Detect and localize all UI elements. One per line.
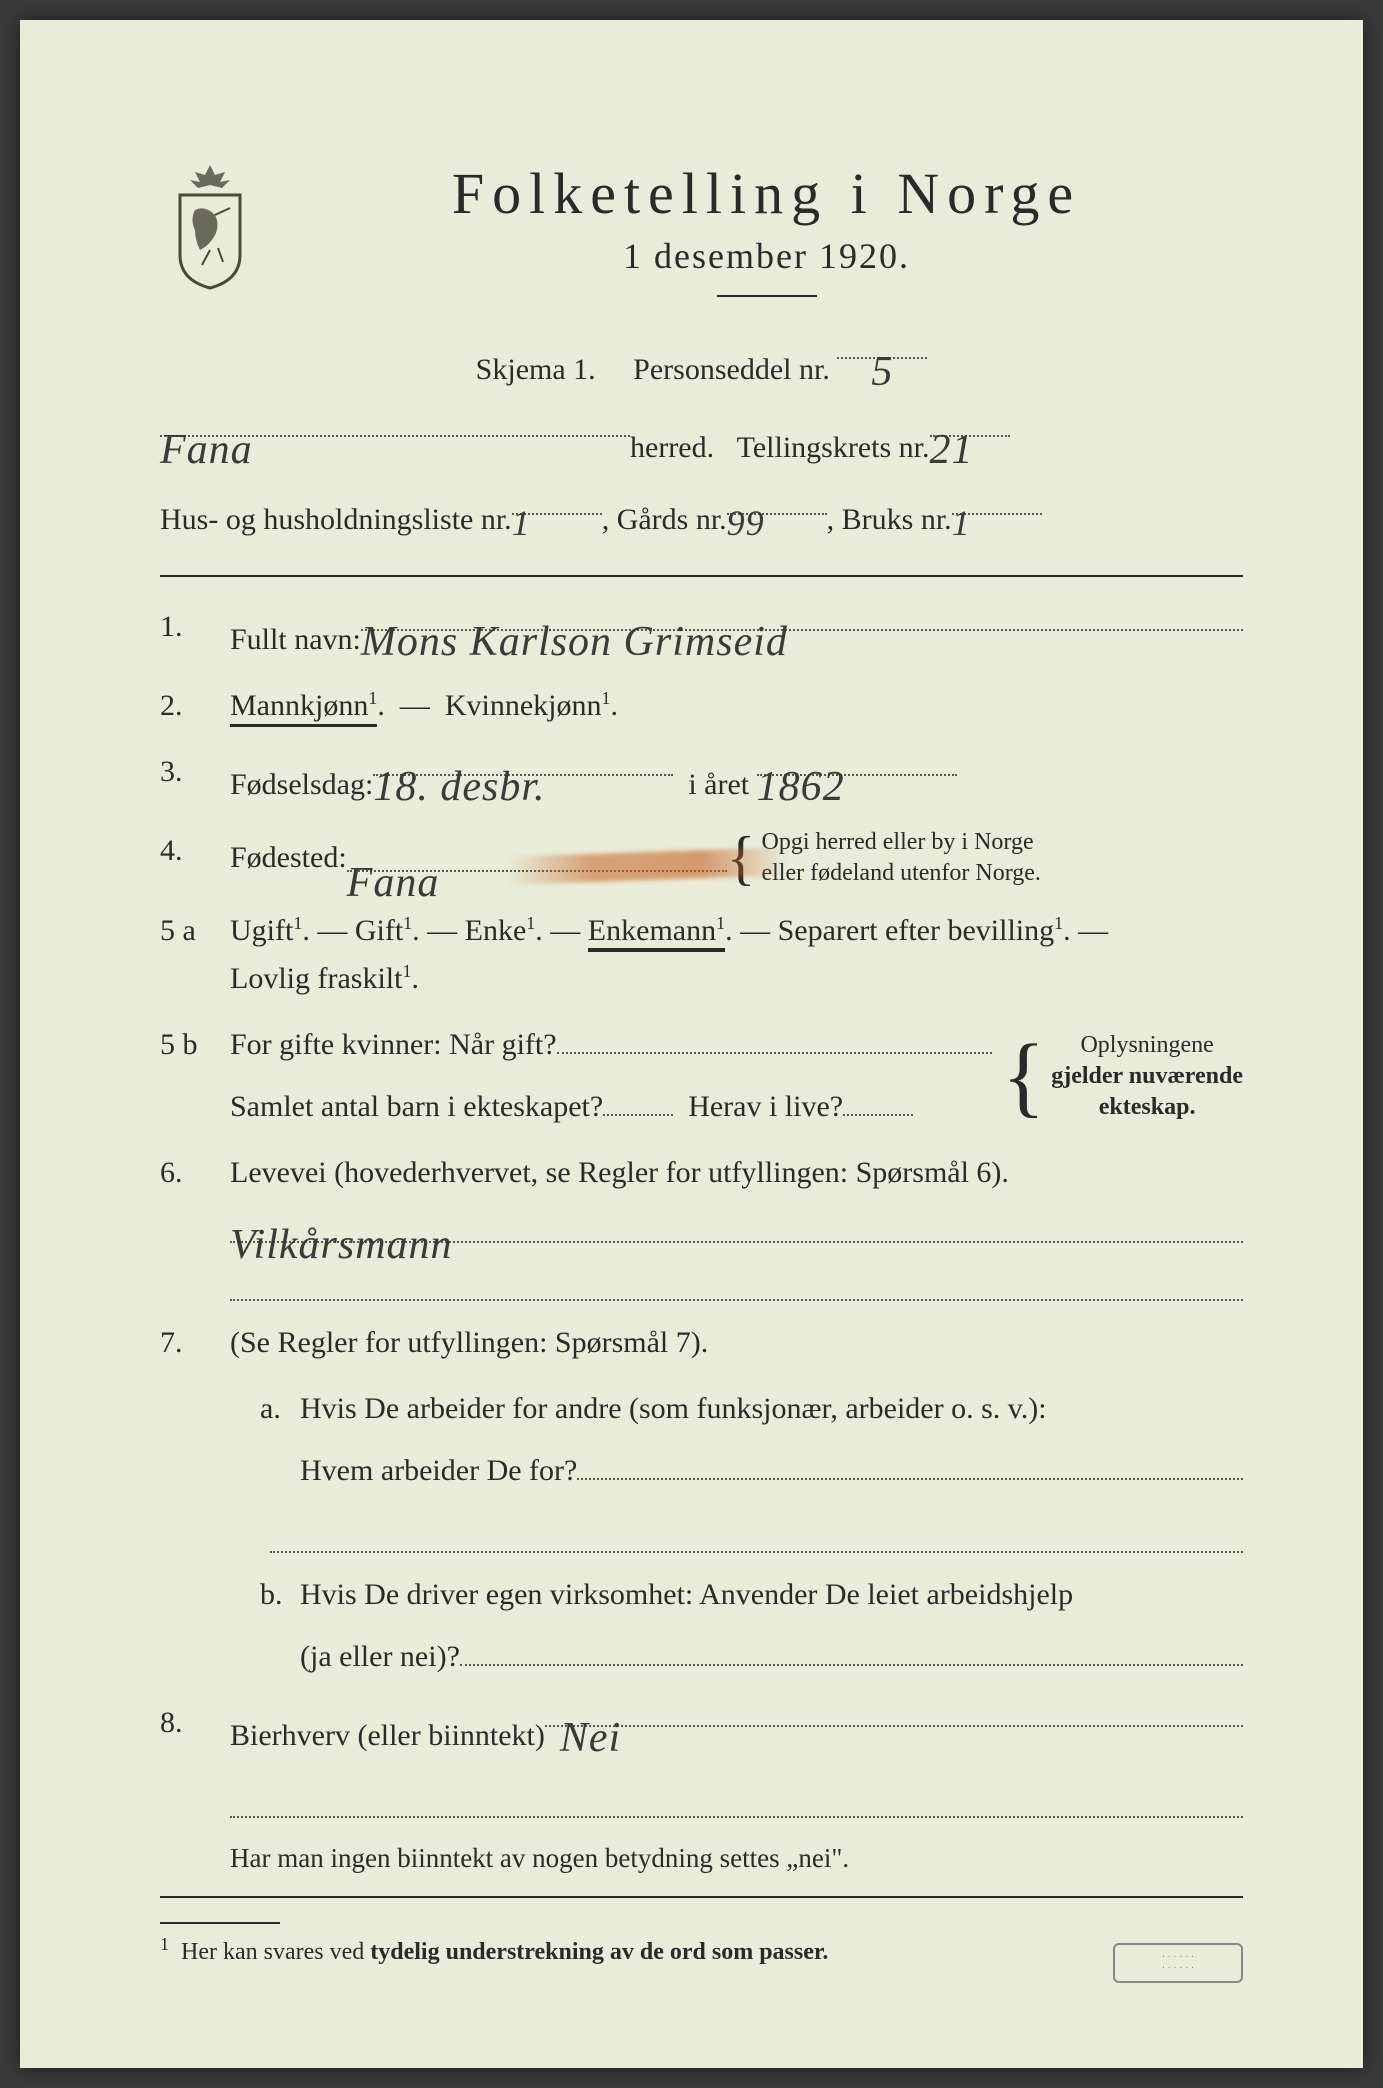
q5a-fraskilt: Lovlig fraskilt1 [230,962,411,995]
q3-num: 3. [160,748,210,809]
herred-label: herred. [630,422,714,473]
person-slip-label: Personseddel nr. [633,353,830,386]
q5b-note2: gjelder nuværende [1051,1061,1243,1092]
q5a-gift: Gift1 [355,914,412,947]
section-divider-2 [160,1896,1243,1898]
q5b-l2a: Samlet antal barn i ekteskapet? [230,1083,603,1131]
q3: 3. Fødselsdag: 18. desbr. i året 1862 [160,748,1243,809]
person-slip-nr: 5 [871,349,893,395]
q6-label: Levevei (hovederhvervet, se Regler for u… [230,1156,1009,1189]
husliste-line: Hus- og husholdningsliste nr. 1 , Gårds … [160,487,1243,545]
header: Folketelling i Norge 1 desember 1920. [160,160,1243,321]
herred-value: Fana [160,427,253,473]
section-divider-1 [160,575,1243,577]
bruks-label: , Bruks nr. [827,494,952,545]
q5b-num: 5 b [160,1021,210,1131]
main-title: Folketelling i Norge [290,160,1243,227]
q5a-num: 5 a [160,907,210,1003]
q7b-l2: (ja eller nei)? [300,1633,460,1681]
census-form-page: Folketelling i Norge 1 desember 1920. Sk… [20,20,1363,2068]
q7-label: (Se Regler for utfyllingen: Spørsmål 7). [230,1326,708,1359]
q8-num: 8. [160,1699,210,1760]
q6-num: 6. [160,1149,210,1197]
q7a-l1: Hvis De arbeider for andre (som funksjon… [300,1385,1243,1433]
q5a-ugift: Ugift1 [230,914,302,947]
q1: 1. Fullt navn: Mons Karlson Grimseid [160,603,1243,664]
q3-day: 18. desbr. [373,764,545,810]
brace-icon: { [1002,1054,1045,1099]
footnote: 1 Her kan svares ved tydelig understrekn… [160,1934,1243,1966]
q5a-enkemann: Enkemann1 [588,914,725,952]
q4: 4. Fødested: Fana { Opgi herred eller by… [160,827,1243,889]
husliste-label: Hus- og husholdningsliste nr. [160,494,512,545]
q5b-note1: Oplysningene [1051,1030,1243,1061]
q2-num: 2. [160,682,210,730]
q8: 8. Bierhverv (eller biinntekt) Nei [160,1699,1243,1760]
q6-answer-line: Vilkårsmann [230,1215,1243,1243]
q5b-note-block: { Oplysningene gjelder nuværende ekteska… [1002,1030,1243,1124]
printer-stamp: · · · · · ·· · · · · · [1113,1943,1243,1983]
q4-value: Fana [347,860,440,906]
q2-kvinne: Kvinnekjønn1 [445,689,611,722]
title-block: Folketelling i Norge 1 desember 1920. [290,160,1243,321]
q3-year-label: i året [688,761,749,809]
q5a-enke: Enke1 [465,914,536,947]
q5b-l1: For gifte kvinner: Når gift? [230,1021,557,1069]
q5b: 5 b For gifte kvinner: Når gift? Samlet … [160,1021,1243,1131]
q7a-num: a. [230,1385,280,1495]
footnote-text: Her kan svares ved tydelig understreknin… [181,1939,828,1965]
q6-value: Vilkårsmann [230,1222,453,1268]
q1-label: Fullt navn: [230,616,361,664]
q7b-num: b. [230,1571,280,1681]
krets-label: Tellingskrets nr. [737,422,930,473]
bruks-nr: 1 [952,503,971,543]
q7a-blank-line [270,1513,1243,1553]
title-divider [717,295,817,297]
norway-crest-icon [160,160,260,290]
q7-num: 7. [160,1319,210,1367]
q4-label: Fødested: [230,834,347,882]
footnote-rule [160,1922,280,1924]
q3-label: Fødselsdag: [230,761,373,809]
date-subtitle: 1 desember 1920. [290,235,1243,277]
q7b: b. Hvis De driver egen virksomhet: Anven… [230,1571,1243,1681]
q1-num: 1. [160,603,210,664]
q1-value: Mons Karlson Grimseid [361,619,788,665]
footer-note: Har man ingen biinntekt av nogen betydni… [230,1836,1243,1882]
q2: 2. Mannkjønn1. — Kvinnekjønn1. [160,682,1243,730]
herred-line: Fana herred. Tellingskrets nr. 21 [160,409,1243,473]
q4-note1: Opgi herred eller by i Norge [761,827,1040,858]
q5a: 5 a Ugift1. — Gift1. — Enke1. — Enkemann… [160,907,1243,1003]
q8-blank-line [230,1778,1243,1818]
form-id-line: Skjema 1. Personseddel nr. 5 [160,331,1243,395]
q8-label: Bierhverv (eller biinntekt) [230,1712,545,1760]
gards-label: , Gårds nr. [602,494,727,545]
q4-num: 4. [160,827,210,889]
q7a: a. Hvis De arbeider for andre (som funks… [230,1385,1243,1495]
q5b-note3: ekteskap. [1051,1092,1243,1123]
q2-mann: Mannkjønn1 [230,689,377,727]
q8-value: Nei [560,1715,621,1761]
husliste-nr: 1 [512,503,531,543]
krets-nr: 21 [930,427,974,473]
q7b-l1: Hvis De driver egen virksomhet: Anvender… [300,1571,1243,1619]
q4-note2: eller fødeland utenfor Norge. [761,858,1040,889]
q7a-l2: Hvem arbeider De for? [300,1447,577,1495]
form-label: Skjema 1. [476,353,596,386]
q5a-separert: Separert efter bevilling1 [778,914,1064,947]
q5b-l2b: Herav i live? [688,1083,843,1131]
gards-nr: 99 [727,503,765,543]
q6: 6. Levevei (hovederhvervet, se Regler fo… [160,1149,1243,1197]
footnote-num: 1 [160,1934,169,1954]
q7: 7. (Se Regler for utfyllingen: Spørsmål … [160,1319,1243,1367]
q3-year: 1862 [757,764,845,810]
